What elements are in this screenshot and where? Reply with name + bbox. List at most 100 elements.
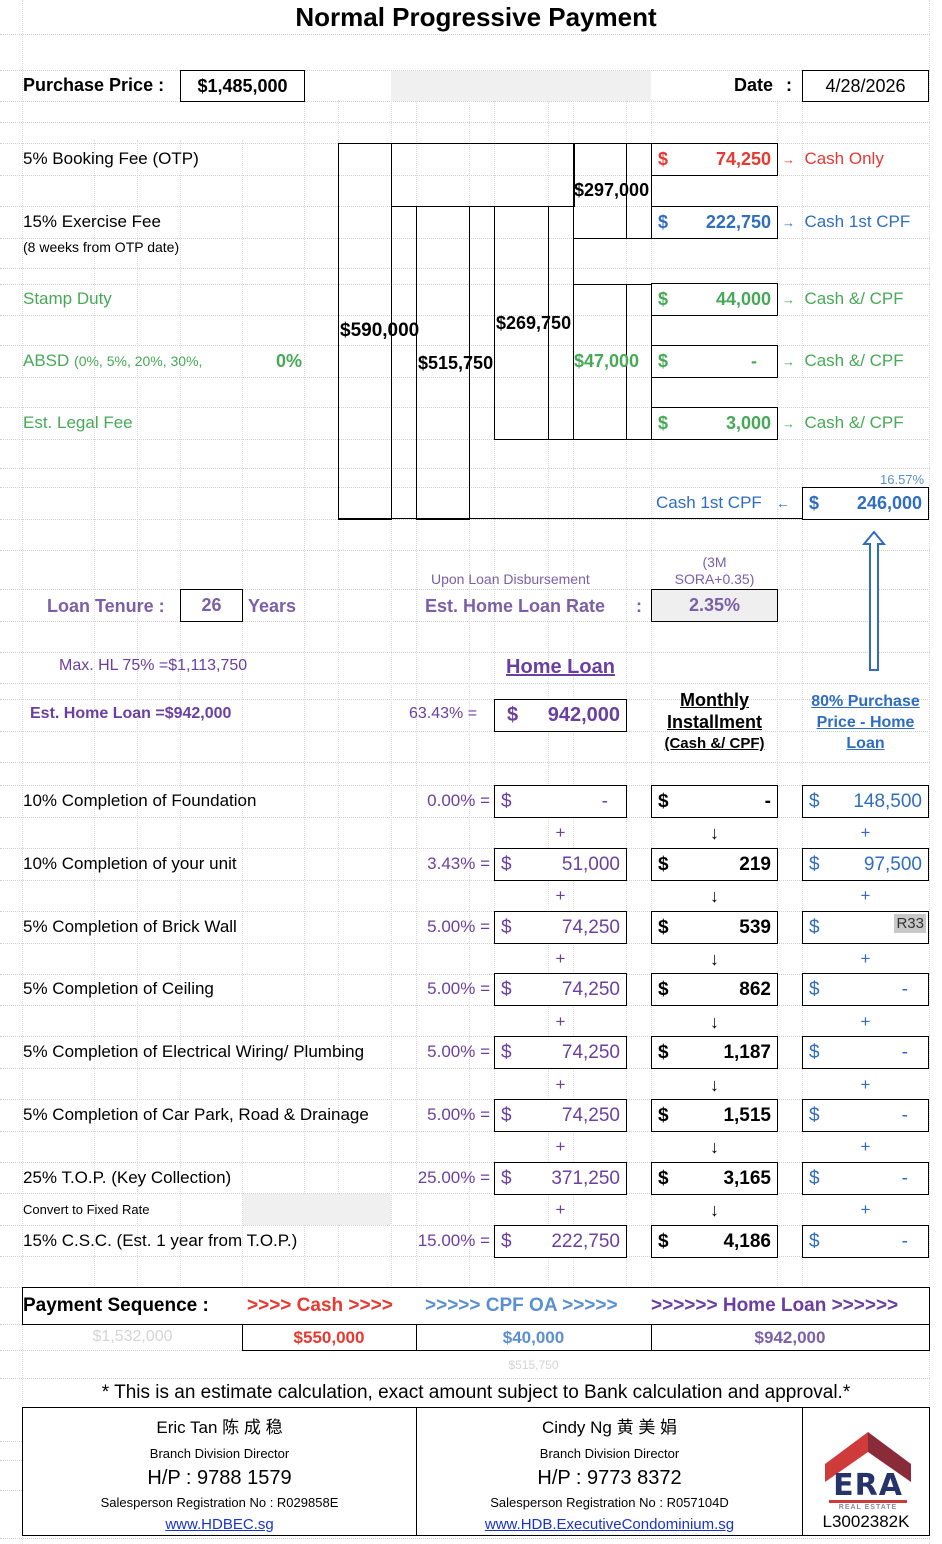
agent-website-link[interactable]: www.HDB.ExecutiveCondominium.sg: [484, 1516, 735, 1533]
sequence-cash-value: $550,000: [293, 1328, 365, 1347]
cell-reference-tag: R33: [894, 914, 926, 933]
absd-rate[interactable]: 0%: [276, 351, 303, 371]
plus-connector: +: [860, 886, 871, 905]
stage-balance-amount[interactable]: $ 148,500: [802, 785, 929, 818]
stage-monthly-amount[interactable]: $ 219: [651, 848, 778, 881]
era-roof-icon: [825, 1432, 911, 1482]
stage-monthly-amount[interactable]: $ 4,186: [651, 1225, 778, 1258]
booking-fee-value: 74,250: [715, 149, 771, 169]
monthly-heading-line2: Installment: [666, 712, 763, 732]
agent-phone: H/P : 9788 1579: [147, 1467, 292, 1489]
stage-label: 5% Completion of Car Park, Road & Draina…: [23, 1105, 369, 1124]
stage-percent: 5.00% =: [427, 979, 490, 998]
stage-loan-amount[interactable]: $ 74,250: [494, 1036, 627, 1069]
arrow-right-icon: →: [782, 416, 795, 431]
exercise-fee-value: 222,750: [705, 212, 771, 232]
booking-fee-amount[interactable]: $ 74,250: [651, 143, 778, 176]
agent-name: Cindy Ng 黄 美 娟: [541, 1418, 678, 1437]
exercise-fee-amount[interactable]: $ 222,750: [651, 206, 778, 239]
disbursement-note: Upon Loan Disbursement: [431, 571, 590, 587]
stage-percent: 25.00% =: [417, 1168, 490, 1187]
stage-balance-amount[interactable]: $ 97,500: [802, 848, 929, 881]
purchase-heading-line2: Price - Home: [816, 714, 915, 731]
stage-loan-amount[interactable]: $ 74,250: [494, 973, 627, 1006]
down-arrow-icon: ↓: [710, 823, 719, 843]
stamp-duty-amount[interactable]: $ 44,000: [651, 283, 778, 316]
currency-symbol: $: [809, 853, 820, 875]
rate-colon: :: [636, 596, 642, 616]
stage-loan-amount[interactable]: $ 74,250: [494, 1099, 627, 1132]
stage-monthly-amount[interactable]: $ -: [651, 785, 778, 818]
sequence-total-grey: $1,532,000: [92, 1328, 173, 1345]
cash-cpf-total-value: 246,000: [856, 493, 922, 513]
plus-connector: +: [555, 1012, 566, 1031]
agent-title: Branch Division Director: [539, 1446, 680, 1461]
stage-balance-value: -: [901, 1167, 908, 1189]
currency-symbol: $: [809, 1104, 820, 1126]
currency-symbol: $: [809, 1167, 820, 1189]
stage-balance-amount[interactable]: $ -: [802, 973, 929, 1006]
currency-symbol: $: [507, 704, 519, 726]
stage-loan-value: 74,250: [561, 1104, 620, 1126]
purchase-price-field[interactable]: $1,485,000: [180, 70, 305, 102]
stage-loan-amount[interactable]: $ 371,250: [494, 1162, 627, 1195]
currency-symbol: $: [658, 149, 669, 169]
stage-monthly-value: 1,515: [723, 1104, 771, 1126]
blank-shaded-cell: [391, 71, 651, 101]
purchase-price-home-loan-heading[interactable]: 80% Purchase Price - Home Loan: [802, 691, 929, 754]
stage-balance-amount[interactable]: $ -: [802, 1162, 929, 1195]
cash-cpf-total-method: Cash 1st CPF ←: [656, 494, 790, 511]
legal-fee-value: 3,000: [725, 413, 771, 433]
currency-symbol: $: [809, 790, 820, 812]
est-home-loan-amount[interactable]: $ 942,000: [494, 699, 627, 732]
rate-note-line1: (3M: [702, 554, 727, 570]
currency-symbol: $: [809, 978, 820, 1000]
exercise-fee-label: 15% Exercise Fee: [23, 212, 161, 231]
stage-loan-value: 371,250: [551, 1167, 620, 1189]
loan-tenure-value: 26: [201, 595, 222, 615]
monthly-heading-line1: Monthly: [680, 690, 749, 710]
stage-loan-amount[interactable]: $ 51,000: [494, 848, 627, 881]
agency-license: L3002382K: [822, 1512, 910, 1531]
currency-symbol: $: [658, 289, 669, 309]
agent-website-link[interactable]: www.HDBEC.sg: [165, 1516, 274, 1533]
loan-rate-field[interactable]: 2.35%: [651, 589, 778, 622]
plus-connector: +: [555, 1137, 566, 1156]
agent-title: Branch Division Director: [149, 1446, 290, 1461]
purchase-price-label: Purchase Price :: [23, 75, 165, 95]
era-logo-text: ERA: [833, 1468, 903, 1503]
currency-symbol: $: [658, 413, 669, 433]
stage-monthly-amount[interactable]: $ 3,165: [651, 1162, 778, 1195]
stage-balance-amount[interactable]: $ -: [802, 1099, 929, 1132]
stage-balance-amount[interactable]: $ -: [802, 1225, 929, 1258]
arrow-right-icon: →: [782, 354, 795, 369]
plus-connector: +: [555, 823, 566, 842]
stage-monthly-amount[interactable]: $ 1,187: [651, 1036, 778, 1069]
absd-amount[interactable]: $ -: [651, 345, 778, 378]
absd-value: -: [751, 351, 757, 371]
stage-balance-amount[interactable]: $ -: [802, 1036, 929, 1069]
est-home-loan: Est. Home Loan =$942,000: [30, 705, 232, 722]
date-field[interactable]: 4/28/2026: [802, 70, 929, 102]
plus-connector: +: [860, 1075, 871, 1094]
down-arrow-icon: ↓: [710, 949, 719, 969]
stage-loan-amount[interactable]: $ 74,250: [494, 911, 627, 944]
stage-loan-amount[interactable]: $ -: [494, 785, 627, 818]
stage-monthly-amount[interactable]: $ 862: [651, 973, 778, 1006]
cash-cpf-total-amount[interactable]: $ 246,000: [802, 487, 929, 520]
plus-connector: +: [555, 886, 566, 905]
stage-monthly-amount[interactable]: $ 539: [651, 911, 778, 944]
loan-tenure-field[interactable]: 26: [180, 589, 243, 622]
cash-cpf-percent: 16.57%: [880, 472, 925, 487]
down-arrow-icon: ↓: [710, 1012, 719, 1032]
legal-fee-amount[interactable]: $ 3,000: [651, 407, 778, 440]
agent-registration: Salesperson Registration No : R029858E: [100, 1495, 339, 1510]
plus-connector: +: [555, 1200, 566, 1219]
stage-monthly-amount[interactable]: $ 1,515: [651, 1099, 778, 1132]
stage-balance-amount[interactable]: $ R33: [802, 911, 929, 944]
sequence-home-loan: >>>>>> Home Loan >>>>>>: [651, 1295, 899, 1316]
currency-symbol: $: [809, 1230, 820, 1252]
convert-fixed-rate-cell[interactable]: [243, 1194, 391, 1225]
stage-loan-amount[interactable]: $ 222,750: [494, 1225, 627, 1258]
currency-symbol: $: [809, 917, 820, 938]
